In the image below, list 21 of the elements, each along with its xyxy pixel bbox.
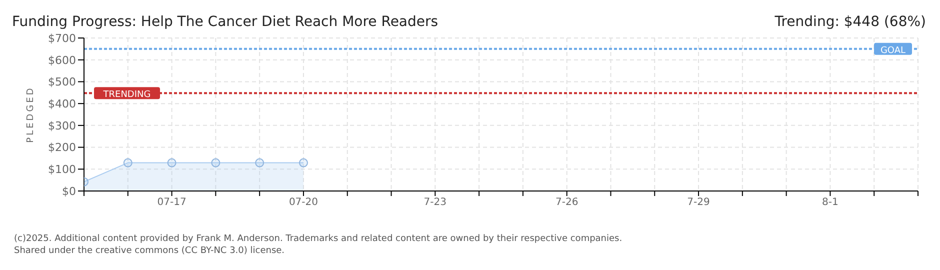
y-tick-label: $400 <box>48 97 76 110</box>
y-tick-label: $600 <box>48 54 76 67</box>
x-tick-label: 07-20 <box>288 197 318 208</box>
x-tick-label: 7-23 <box>424 197 447 208</box>
ref-line-label: TRENDING <box>102 90 151 100</box>
x-tick-label: 7-29 <box>687 197 710 208</box>
y-tick-label: $200 <box>48 141 76 154</box>
ref-line-label: GOAL <box>880 46 906 56</box>
y-tick-label: $700 <box>48 32 76 45</box>
chart-subtitle: Trending: $448 (68%) <box>774 14 926 30</box>
y-tick-label: $100 <box>48 163 76 176</box>
text: Shared under the creative commons (CC BY-NC 3.0) license. <box>14 246 285 256</box>
x-tick-label: 07-17 <box>157 197 186 208</box>
y-tick-label: $0 <box>62 184 76 198</box>
x-tick-label: 7-26 <box>555 197 578 208</box>
y-tick-label: $300 <box>48 119 76 132</box>
y-tick-label: $500 <box>48 76 76 89</box>
x-tick-label: 8-1 <box>822 197 838 208</box>
chart-title: Funding Progress: Help The Cancer Diet Reach More Readers <box>12 14 438 30</box>
text: (c)2025. Additional content provided by Frank M. Anderson. Trademarks and related content are owned by their respective companies. <box>14 234 622 244</box>
y-axis-title: PLEDGED <box>26 86 36 143</box>
